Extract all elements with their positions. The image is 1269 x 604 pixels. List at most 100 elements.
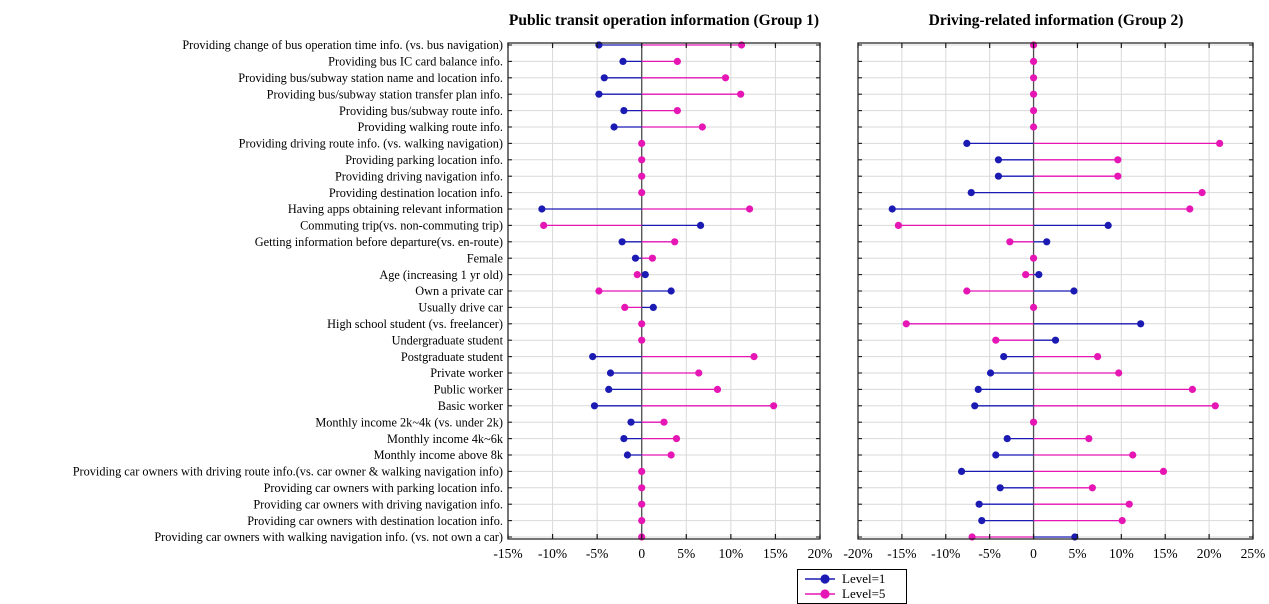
dot-level1 [994,172,1003,180]
dot-level1 [986,369,995,377]
dot-level1 [957,467,966,475]
dot-level5 [1029,57,1038,65]
category-label: Monthly income above 8k [374,448,504,462]
dot-level1 [618,238,626,246]
dot-level5 [1029,74,1038,82]
dot-level5 [621,303,629,311]
category-label: Providing bus IC card balance info. [328,55,503,69]
dot-level5 [638,484,646,492]
dot-level5 [633,271,641,279]
dot-level5 [667,451,675,459]
dot-level1 [600,74,608,82]
dot-level5 [1029,107,1038,115]
dot-level1 [696,221,705,229]
dot-level1 [1035,271,1043,279]
dot-level1 [620,107,628,115]
dot-level5 [695,369,703,377]
right-panel: -20% -15% -10% -5% 0 5% 10% 15% 20% 25% [843,41,1265,561]
dot-level5 [713,385,722,393]
x-tick-label: -15% [887,546,916,561]
dot-level5 [638,467,646,475]
dot-level5 [1159,467,1168,475]
dot-level1 [649,303,657,311]
dot-level1 [1043,238,1051,246]
dot-level1 [992,451,1000,459]
dot-level5 [1186,205,1194,213]
dot-level5 [660,418,668,426]
dot-level1 [631,254,640,262]
dot-level5 [638,172,646,180]
category-label: Providing driving route info. (vs. walki… [239,137,503,151]
category-label: Providing car owners with driving route … [73,465,503,479]
x-tick-label: 10% [1109,546,1134,561]
category-label: Own a private car [415,284,503,298]
dot-level5 [1029,123,1038,131]
dot-level5 [1029,254,1038,262]
x-tick-label: 20% [808,546,833,561]
dot-level5 [698,123,706,131]
dot-level1 [595,90,603,98]
legend-row-level1: Level=1 [804,571,906,586]
dot-level5 [1115,369,1123,377]
x-tick-label: 0 [1030,546,1037,561]
dot-level5 [1216,139,1224,147]
dot-level5 [1188,385,1197,393]
category-label: Providing car owners with destination lo… [247,514,503,528]
dot-level5 [721,74,730,82]
x-tick-label: -10% [931,546,960,561]
dot-level1 [974,385,982,393]
category-label: Monthly income 2k~4k (vs. under 2k) [315,415,503,429]
dot-level1 [641,271,649,279]
category-label: Female [467,251,504,265]
dot-level5 [1085,435,1093,443]
category-label: Providing change of bus operation time i… [182,38,503,52]
legend: Level=1 Level=5 [797,569,907,604]
category-label: Providing destination location info. [329,186,503,200]
dot-level5 [1198,189,1206,197]
x-tick-label: 5% [1068,546,1086,561]
category-label: Providing bus/subway route info. [339,104,503,118]
x-tick-label: -10% [538,546,567,561]
level5-line-marker-icon [805,588,835,599]
dot-level1 [1104,221,1112,229]
dot-level5 [540,221,548,229]
category-label: Commuting trip(vs. non-commuting trip) [300,219,503,233]
x-tick-label: 0 [638,546,645,561]
dot-level1 [975,500,983,508]
dot-level5 [1029,90,1038,98]
dot-level5 [638,139,646,147]
category-label: Undergraduate student [392,333,504,347]
x-tick-label: 15% [1153,546,1178,561]
dot-level5 [638,517,646,525]
dot-level1 [538,205,546,213]
dot-level1 [590,402,599,410]
legend-label-level1: Level=1 [842,570,886,586]
dot-level1 [967,189,975,197]
dot-level5 [638,156,646,164]
dot-level1 [994,156,1003,164]
category-label: Providing car owners with walking naviga… [154,530,503,544]
dot-level5 [673,107,681,115]
level1-line-marker-icon [805,573,835,584]
category-label: Having apps obtaining relevant informati… [288,202,503,216]
dot-level5 [672,435,681,443]
legend-label-level5: Level=5 [842,585,886,601]
category-label: Private worker [430,366,503,380]
dot-level1 [996,484,1004,492]
dot-level5 [671,238,679,246]
dot-level5 [992,336,1000,344]
dot-level5 [638,336,646,344]
dot-level5 [750,353,758,361]
dot-level5 [1114,172,1122,180]
dot-level1 [623,451,632,459]
dot-level1 [606,369,615,377]
category-axis: Providing change of bus operation time i… [73,38,504,544]
category-label: Getting information before departure(vs.… [255,235,503,249]
category-label: Providing car owners with parking locati… [264,481,503,495]
category-label: Providing driving navigation info. [335,169,503,183]
x-tick-label: 20% [1197,546,1222,561]
dot-level5 [902,320,910,328]
category-label: Public worker [434,383,503,397]
category-label: Monthly income 4k~6k [387,432,504,446]
